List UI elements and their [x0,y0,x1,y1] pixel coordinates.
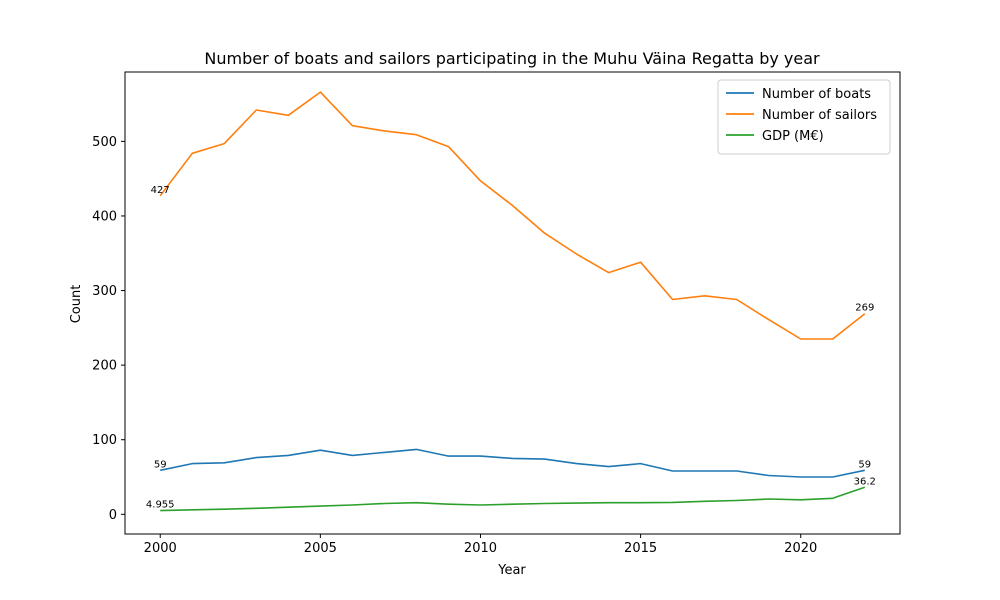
data-label: 269 [855,303,874,314]
data-label: 36.2 [854,476,876,487]
axes-frame [124,71,901,535]
legend-label-boats: Number of boats [762,87,871,102]
x-tick-label: 2000 [144,541,177,556]
series-line-boats [160,448,865,478]
x-tick-label: 2005 [304,541,337,556]
y-tick-label: 100 [92,433,117,448]
data-label: 59 [154,459,167,470]
x-axis-label: Year [497,563,526,578]
chart-title: Number of boats and sailors participatin… [204,49,820,68]
y-tick-label: 400 [92,209,117,224]
x-tick-label: 2020 [784,541,817,556]
series-line-gdp [160,486,866,512]
x-tick-label: 2015 [624,541,657,556]
y-tick-label: 200 [92,359,117,374]
y-tick-label: 0 [109,508,117,523]
data-label: 59 [858,459,871,470]
legend-label-sailors: Number of sailors [762,108,877,123]
plot-area: 2000 2005 2010 2015 2020 0 100 200 300 400 500 59 59… [92,71,901,556]
x-tick-label: 2010 [464,541,497,556]
y-tick-label: 300 [92,284,117,299]
y-tick-label: 500 [92,135,117,150]
legend-label-gdp: GDP (M€) [762,129,824,144]
series-line-sailors [159,91,866,340]
legend-box [717,79,891,155]
y-axis-label: Count [69,285,84,324]
data-label: 4.955 [146,500,175,511]
data-label: 427 [151,185,170,196]
